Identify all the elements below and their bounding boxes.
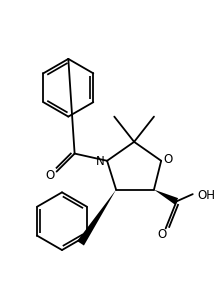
Text: O: O: [46, 169, 55, 182]
Text: O: O: [157, 228, 167, 241]
Polygon shape: [154, 190, 178, 205]
Text: OH: OH: [197, 189, 215, 201]
Polygon shape: [77, 190, 116, 246]
Text: O: O: [164, 153, 173, 166]
Text: N: N: [95, 155, 104, 168]
